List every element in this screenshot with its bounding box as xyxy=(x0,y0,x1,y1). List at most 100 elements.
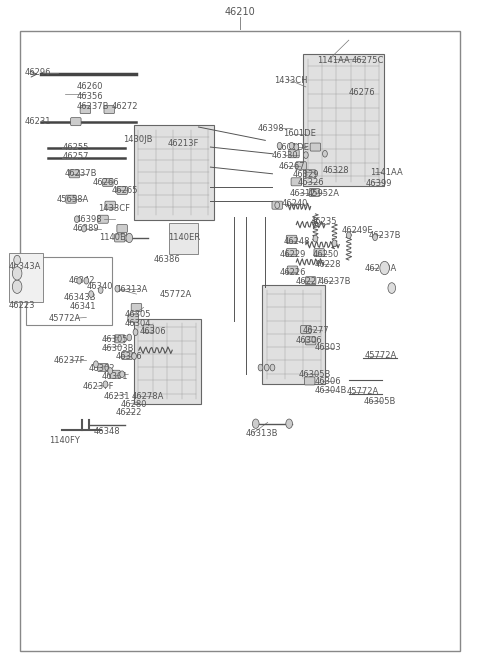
Text: 46343B: 46343B xyxy=(63,293,96,302)
Text: 46399: 46399 xyxy=(366,178,393,188)
Circle shape xyxy=(270,364,275,371)
Text: 46237F: 46237F xyxy=(83,382,114,391)
Text: 46276: 46276 xyxy=(348,89,375,97)
Text: 46237F: 46237F xyxy=(54,356,85,365)
Circle shape xyxy=(289,142,294,149)
Text: 46305: 46305 xyxy=(102,335,128,344)
Circle shape xyxy=(323,150,327,157)
Circle shape xyxy=(132,353,136,360)
Circle shape xyxy=(74,216,79,223)
FancyBboxPatch shape xyxy=(305,276,316,285)
Circle shape xyxy=(82,225,86,232)
Text: 45772A: 45772A xyxy=(48,314,81,323)
FancyBboxPatch shape xyxy=(71,117,81,125)
Text: 46227: 46227 xyxy=(296,277,323,286)
Text: 46260: 46260 xyxy=(77,83,103,91)
Text: 46272: 46272 xyxy=(112,102,139,111)
FancyBboxPatch shape xyxy=(115,234,125,242)
Text: 46229: 46229 xyxy=(279,250,305,259)
Text: 46306: 46306 xyxy=(296,336,323,346)
FancyBboxPatch shape xyxy=(103,178,113,187)
Text: 46280: 46280 xyxy=(120,400,147,409)
Text: 45772A: 45772A xyxy=(347,387,379,396)
Circle shape xyxy=(108,368,113,374)
Text: 46305B: 46305B xyxy=(364,397,396,406)
Text: 46257: 46257 xyxy=(62,152,89,161)
FancyBboxPatch shape xyxy=(104,105,115,113)
Circle shape xyxy=(77,277,82,284)
Text: 46237B: 46237B xyxy=(77,102,109,111)
Circle shape xyxy=(347,232,351,239)
Text: 46231: 46231 xyxy=(104,392,130,401)
Text: 46222: 46222 xyxy=(116,408,142,417)
Text: 46237B: 46237B xyxy=(64,169,97,178)
FancyBboxPatch shape xyxy=(310,143,321,151)
Text: 46306: 46306 xyxy=(116,352,143,362)
FancyBboxPatch shape xyxy=(128,314,138,322)
Text: 46226: 46226 xyxy=(279,268,306,277)
Text: 46266: 46266 xyxy=(93,178,120,187)
Text: 46312: 46312 xyxy=(289,189,316,198)
FancyBboxPatch shape xyxy=(143,325,154,333)
FancyBboxPatch shape xyxy=(117,187,127,195)
Text: 46303B: 46303B xyxy=(102,344,134,353)
Circle shape xyxy=(286,419,292,428)
Text: 46301: 46301 xyxy=(102,372,128,380)
Text: 46231: 46231 xyxy=(24,117,51,126)
FancyBboxPatch shape xyxy=(115,335,125,343)
FancyBboxPatch shape xyxy=(286,236,297,244)
Text: 1140EX: 1140EX xyxy=(99,234,131,242)
Text: 1430JB: 1430JB xyxy=(123,136,153,144)
FancyBboxPatch shape xyxy=(98,215,108,223)
Circle shape xyxy=(303,152,308,158)
Text: 46240: 46240 xyxy=(281,199,308,209)
FancyBboxPatch shape xyxy=(26,256,112,325)
Text: 46265: 46265 xyxy=(112,186,139,195)
Text: 46398: 46398 xyxy=(258,124,284,133)
FancyBboxPatch shape xyxy=(305,170,316,178)
FancyBboxPatch shape xyxy=(133,125,214,220)
Text: 1140ER: 1140ER xyxy=(168,234,201,242)
Text: 46302: 46302 xyxy=(89,364,115,373)
Circle shape xyxy=(264,364,269,371)
FancyBboxPatch shape xyxy=(309,189,320,197)
Text: 46343A: 46343A xyxy=(9,262,41,270)
FancyBboxPatch shape xyxy=(80,105,91,113)
Circle shape xyxy=(115,285,120,292)
FancyBboxPatch shape xyxy=(303,54,384,187)
FancyBboxPatch shape xyxy=(117,225,127,233)
Text: 46340: 46340 xyxy=(86,282,113,291)
Text: 46260A: 46260A xyxy=(365,264,397,272)
Circle shape xyxy=(98,287,103,293)
Circle shape xyxy=(313,236,318,242)
Text: 46248: 46248 xyxy=(284,237,311,246)
Text: 46329: 46329 xyxy=(292,170,319,179)
Text: 46255: 46255 xyxy=(62,142,89,152)
FancyBboxPatch shape xyxy=(305,337,316,345)
FancyBboxPatch shape xyxy=(263,285,325,384)
Circle shape xyxy=(388,282,396,293)
Text: 45772A: 45772A xyxy=(160,291,192,299)
FancyBboxPatch shape xyxy=(296,162,306,170)
Text: 46250: 46250 xyxy=(312,250,339,259)
Text: 46223: 46223 xyxy=(9,301,35,310)
FancyBboxPatch shape xyxy=(133,319,201,404)
Text: 46313B: 46313B xyxy=(246,429,278,438)
FancyBboxPatch shape xyxy=(105,201,116,209)
Text: 46326: 46326 xyxy=(297,178,324,187)
Text: 46356: 46356 xyxy=(77,92,103,101)
Text: 1433CF: 1433CF xyxy=(98,204,130,213)
FancyBboxPatch shape xyxy=(169,223,198,254)
Text: 1141AA: 1141AA xyxy=(317,56,350,64)
Text: 46305B: 46305B xyxy=(298,370,331,378)
Circle shape xyxy=(94,361,98,368)
Circle shape xyxy=(124,235,129,242)
Circle shape xyxy=(120,371,124,378)
Text: 46249E: 46249E xyxy=(341,226,373,235)
Text: 46341: 46341 xyxy=(70,301,96,311)
Text: 1433CH: 1433CH xyxy=(275,76,308,85)
Circle shape xyxy=(14,255,21,264)
FancyBboxPatch shape xyxy=(286,249,297,256)
Circle shape xyxy=(277,142,282,149)
Text: 46313A: 46313A xyxy=(116,285,148,294)
